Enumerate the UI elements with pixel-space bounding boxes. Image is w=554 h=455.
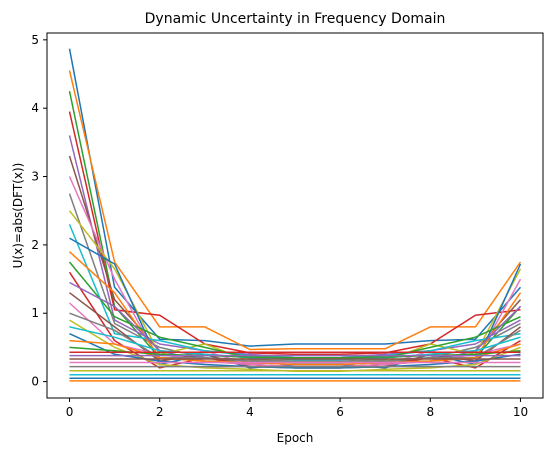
y-axis-label: U(x)=abs(DFT(x)) [11,163,25,269]
x-tick-label: 10 [513,405,528,419]
series-line-0 [68,48,522,347]
x-tick-label: 2 [156,405,164,419]
y-tick-label: 0 [31,375,39,389]
x-tick-label: 0 [66,405,74,419]
y-tick-label: 2 [31,238,39,252]
series-layer [68,48,522,382]
series-line-3 [68,111,521,356]
x-axis: 0 2 4 6 8 10 [66,398,528,419]
series-line-1 [68,70,522,351]
y-tick-label: 3 [31,170,39,184]
chart-title: Dynamic Uncertainty in Frequency Domain [145,11,446,27]
y-tick-label: 4 [31,101,39,115]
x-tick-label: 8 [426,405,434,419]
y-tick-label: 1 [31,306,39,320]
plot-frame [46,32,544,399]
series-line-7 [68,193,521,362]
x-tick-label: 4 [246,405,254,419]
x-axis-label: Epoch [277,431,314,445]
y-tick-label: 5 [31,33,39,47]
x-tick-label: 6 [336,405,344,419]
y-axis: 0 1 2 3 4 5 [31,33,47,389]
